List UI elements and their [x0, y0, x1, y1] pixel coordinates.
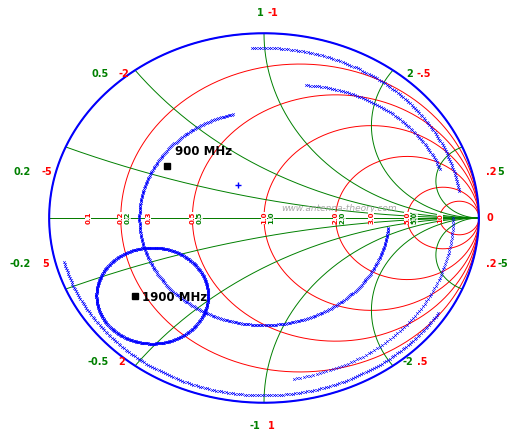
Text: .2: .2 — [486, 167, 497, 177]
Text: .2: .2 — [486, 259, 497, 269]
Text: 0.5: 0.5 — [197, 212, 203, 224]
Text: 0.2: 0.2 — [118, 212, 124, 224]
Text: -5: -5 — [497, 259, 508, 269]
Text: -0.5: -0.5 — [88, 357, 109, 367]
Text: 0.3: 0.3 — [145, 212, 151, 224]
Text: 2: 2 — [407, 69, 413, 79]
Text: -0.2: -0.2 — [10, 259, 31, 269]
Text: -5: -5 — [42, 167, 53, 177]
Text: 900 MHz: 900 MHz — [175, 145, 232, 158]
Text: 0.5: 0.5 — [92, 69, 109, 79]
Text: 2.0: 2.0 — [340, 212, 346, 224]
Text: -2: -2 — [402, 357, 413, 367]
Text: 0.1: 0.1 — [85, 212, 91, 224]
Text: 1: 1 — [257, 8, 264, 18]
Text: .5: .5 — [417, 357, 428, 367]
Text: 2: 2 — [118, 357, 125, 367]
Text: 0.5: 0.5 — [190, 212, 195, 224]
Text: 5: 5 — [497, 167, 504, 177]
Text: 1.0: 1.0 — [261, 212, 267, 224]
Text: 5.0: 5.0 — [412, 212, 418, 224]
Text: 2.0: 2.0 — [333, 212, 338, 224]
Text: -2: -2 — [118, 69, 129, 79]
Text: 0.2: 0.2 — [125, 212, 131, 224]
Text: 10: 10 — [437, 213, 443, 223]
Text: -.5: -.5 — [417, 69, 431, 79]
Text: -1: -1 — [268, 8, 278, 18]
Text: 1.0: 1.0 — [268, 212, 274, 224]
Text: www.antenna-theory.com: www.antenna-theory.com — [281, 204, 397, 213]
Text: 3.0: 3.0 — [369, 212, 374, 224]
Text: 5: 5 — [42, 259, 49, 269]
Text: 5.0: 5.0 — [404, 212, 410, 224]
Text: 1: 1 — [268, 421, 275, 431]
Text: -1: -1 — [250, 421, 260, 431]
Text: 0.2: 0.2 — [14, 167, 31, 177]
Text: 1900 MHz: 1900 MHz — [143, 291, 208, 304]
Text: 0: 0 — [486, 213, 493, 223]
